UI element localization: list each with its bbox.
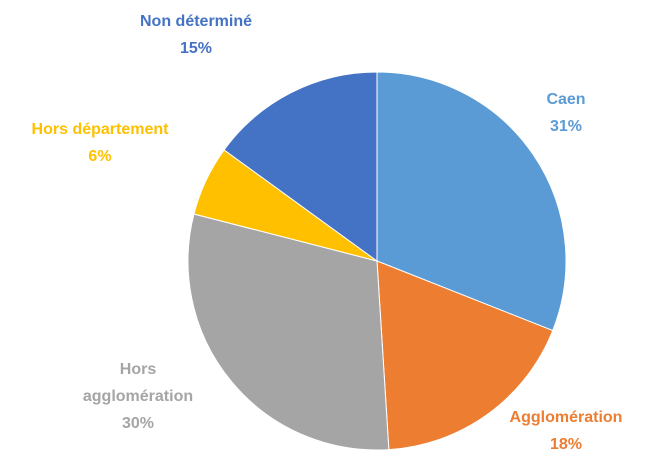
slice-label: Agglomération 18% xyxy=(510,404,623,457)
category-label: Hors agglomération xyxy=(82,361,194,405)
value-label: 15% xyxy=(179,40,213,57)
category-label: Caen xyxy=(546,91,586,108)
category-label: Hors département xyxy=(31,121,169,138)
category-label: Non déterminé xyxy=(139,13,253,30)
value-label: 18% xyxy=(549,436,583,453)
value-label: 30% xyxy=(121,415,155,432)
slice-label: Non déterminé 15% xyxy=(140,8,252,62)
pie-slice xyxy=(187,213,390,451)
value-label: 31% xyxy=(549,118,583,135)
slice-label: Hors agglomération 30% xyxy=(73,356,203,437)
value-label: 6% xyxy=(88,148,112,165)
pie-slice xyxy=(376,260,554,451)
pie-slice xyxy=(223,71,378,262)
category-label: Agglomération xyxy=(509,409,623,426)
slice-label: Caen 31% xyxy=(546,86,585,140)
pie-slice xyxy=(376,71,567,332)
slice-label: Hors département 6% xyxy=(32,116,169,170)
